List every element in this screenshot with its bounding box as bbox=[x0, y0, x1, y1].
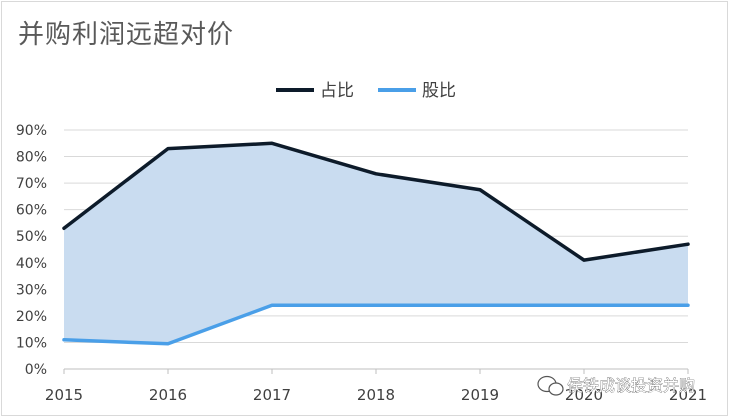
series-lines bbox=[62, 141, 690, 346]
x-axis-ticks: 2015 2016 2017 2018 2019 2020 2021 bbox=[45, 369, 707, 404]
legend: 占比 股比 bbox=[276, 81, 456, 101]
y-tick-label: 0% bbox=[25, 362, 47, 378]
wechat-icon bbox=[537, 375, 564, 396]
chart-title: 并购利润远超对价 bbox=[18, 20, 235, 50]
y-tick-label: 40% bbox=[16, 256, 47, 272]
watermark: 侯铁成谈投资并购 bbox=[537, 375, 695, 396]
watermark-text: 侯铁成谈投资并购 bbox=[567, 376, 695, 395]
legend-label: 占比 bbox=[320, 81, 354, 101]
y-tick-label: 60% bbox=[16, 203, 47, 219]
fill-between-area bbox=[64, 143, 688, 344]
x-tick-label: 2018 bbox=[357, 386, 395, 404]
legend-label: 股比 bbox=[422, 81, 456, 101]
x-tick-label: 2016 bbox=[149, 386, 187, 404]
y-tick-label: 80% bbox=[16, 150, 47, 166]
x-tick-label: 2017 bbox=[253, 386, 291, 404]
y-tick-label: 10% bbox=[16, 335, 47, 351]
y-tick-label: 70% bbox=[16, 176, 47, 192]
series-line-2 bbox=[62, 303, 690, 346]
y-tick-label: 50% bbox=[16, 229, 47, 245]
y-tick-label: 30% bbox=[16, 282, 47, 298]
y-axis-ticks: 0% 10% 20% 30% 40% 50% 60% 70% 80% 90% bbox=[16, 123, 47, 378]
y-tick-label: 90% bbox=[16, 123, 47, 139]
series-line-1 bbox=[62, 141, 690, 262]
x-tick-label: 2019 bbox=[461, 386, 499, 404]
y-tick-label: 20% bbox=[16, 309, 47, 325]
x-tick-label: 2015 bbox=[45, 386, 83, 404]
x-tick-label: 2021 bbox=[669, 386, 707, 404]
x-tick-label: 2020 bbox=[565, 386, 603, 404]
